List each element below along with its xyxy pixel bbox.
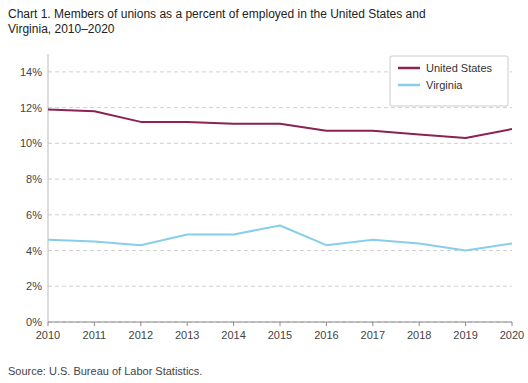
x-tick [140,322,141,326]
legend: United States Virginia [390,56,508,106]
x-tick [372,322,373,326]
grid-line [48,107,512,108]
x-tick-label: 2012 [129,329,153,341]
source: Source: U.S. Bureau of Labor Statistics. [8,365,202,377]
grid-line [48,179,512,180]
y-tick-label: 2% [26,280,42,292]
x-tick [280,322,281,326]
title-line: Chart 1. Members of unions as a percent … [8,7,426,21]
y-tick-label: 10% [20,137,42,149]
series-line [48,109,512,138]
chart: Chart 1. Members of unions as a percent … [0,0,528,383]
x-tick [48,322,49,326]
y-tick-label: 4% [26,245,42,257]
x-tick-label: 2018 [407,329,431,341]
y-tick-label: 14% [20,66,42,78]
x-tick-label: 2014 [221,329,245,341]
series-line [48,226,512,251]
x-tick-label: 2020 [500,329,524,341]
x-tick-label: 2017 [361,329,385,341]
grid-line [48,143,512,144]
y-tick-label: 8% [26,173,42,185]
legend-label: United States [426,62,493,74]
x-tick-label: 2015 [268,329,292,341]
background [0,0,528,383]
x-tick [465,322,466,326]
x-tick-label: 2011 [83,329,107,341]
legend-label: Virginia [426,79,463,91]
axes: 0% 2% 4% 6% 8% 10% 12% 14% 2010 2011 2012 2013 2014 2… [20,54,524,341]
x-tick-label: 2013 [175,329,199,341]
title-line: Virginia, 2010–2020 [8,22,115,36]
x-tick [233,322,234,326]
x-tick-label: 2010 [36,329,60,341]
legend-swatch [398,84,420,87]
x-tick [187,322,188,326]
y-tick-label: 6% [26,209,42,221]
y-tick-label: 12% [20,102,42,114]
x-tick-label: 2019 [453,329,477,341]
y-tick-label: 0% [26,316,42,328]
grid-line [48,214,512,215]
legend-box [390,56,508,106]
legend-swatch [398,67,420,70]
x-tick [512,322,513,326]
x-tick-label: 2016 [314,329,338,341]
y-axis-line [48,54,49,322]
x-tick [326,322,327,326]
x-tick [419,322,420,326]
grid-line [48,250,512,251]
title: Chart 1. Members of unions as a percent … [8,7,426,36]
x-tick [94,322,95,326]
plot-area [48,109,512,250]
grid-line [48,286,512,287]
